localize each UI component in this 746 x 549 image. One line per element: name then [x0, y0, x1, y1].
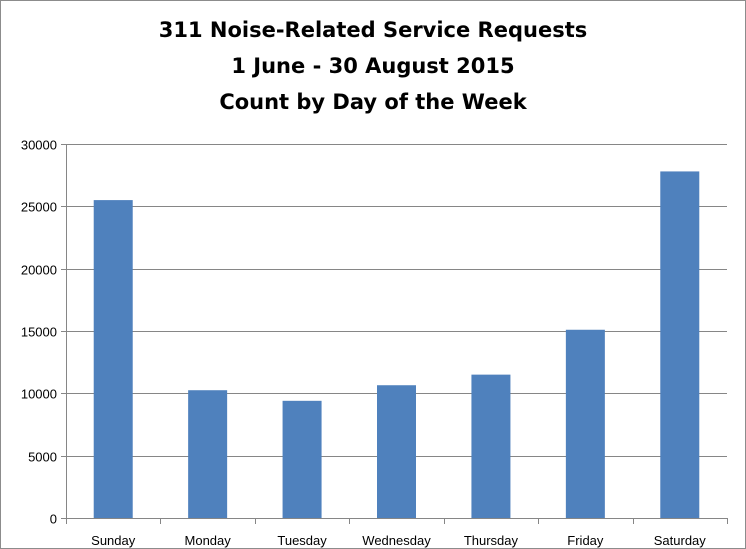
chart-title: 311 Noise-Related Service Requests 1 Jun…: [0, 12, 746, 120]
y-tick-label: 25000: [21, 200, 57, 215]
bar-tuesday: [282, 400, 322, 518]
chart-title-line-3: Count by Day of the Week: [219, 90, 527, 114]
x-tick-label: Sunday: [91, 533, 136, 548]
y-tick-label: 20000: [21, 263, 57, 278]
bar-sunday: [93, 200, 133, 518]
bars: [93, 171, 700, 518]
bar-saturday: [660, 171, 700, 518]
x-tick-label: Monday: [185, 533, 232, 548]
bar-thursday: [471, 374, 511, 518]
x-axis-tick-labels: Sunday Monday Tuesday Wednesday Thursday Frid…: [91, 533, 706, 548]
bar-monday: [188, 390, 228, 518]
axes: [61, 144, 728, 524]
y-tick-label: 30000: [21, 138, 57, 153]
y-tick-label: 15000: [21, 325, 57, 340]
x-tick-label: Tuesday: [277, 533, 327, 548]
bar-friday: [565, 329, 605, 518]
chart-title-line-1: 311 Noise-Related Service Requests: [158, 18, 588, 42]
y-tick-label: 0: [50, 512, 57, 527]
bar-wednesday: [377, 385, 416, 518]
y-tick-label: 5000: [28, 450, 57, 465]
chart-title-line-2: 1 June - 30 August 2015: [231, 54, 515, 78]
x-tick-label: Saturday: [654, 533, 707, 548]
x-tick-label: Thursday: [464, 533, 519, 548]
x-tick-label: Friday: [567, 533, 604, 548]
x-tick-label: Wednesday: [362, 533, 431, 548]
y-axis-tick-labels: 0 5000 10000 15000 20000 25000 30000: [21, 138, 57, 527]
y-tick-label: 10000: [21, 387, 57, 402]
